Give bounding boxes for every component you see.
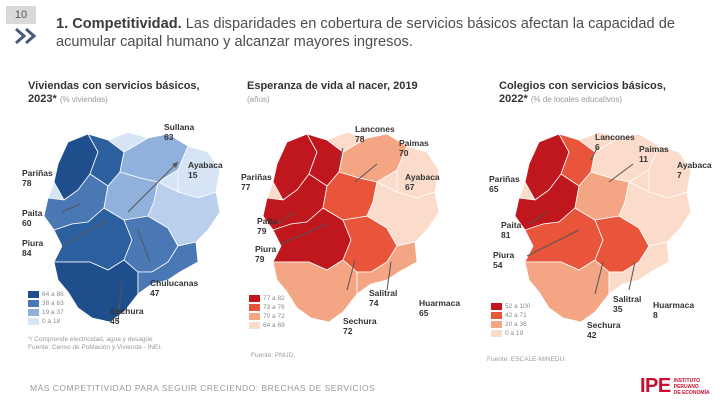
panel-title-line2: (años) <box>247 93 477 106</box>
legend-item: 42 a 71 <box>491 311 530 320</box>
panel-subtitle: (% de locales educativos) <box>530 95 622 104</box>
legend-item: 0 a 18 <box>28 317 64 326</box>
legend-item: 77 a 82 <box>249 294 285 303</box>
leader-line <box>61 203 81 213</box>
page-number: 10 <box>6 6 36 24</box>
legend-item: 20 a 36 <box>491 320 530 329</box>
leader-line <box>528 211 548 225</box>
panel-year: 2022* <box>499 93 528 105</box>
label-piura: Piura 79 <box>255 244 277 264</box>
label-chulucanas: Chulucanas 47 <box>150 278 199 298</box>
label-sechura: Sechura 42 <box>587 320 621 340</box>
leader-line <box>338 147 344 163</box>
panel-esperanza: Esperanza de vida al nacer, 2019 (años) … <box>241 80 477 370</box>
label-paita: Paita 79 <box>257 216 278 236</box>
label-salitral: Salitral 35 <box>613 294 642 314</box>
legend-item: 0 a 19 <box>491 329 530 338</box>
legend: 64 a 86 38 a 63 19 a 37 0 a 18 <box>28 290 64 326</box>
map-zone-sechura <box>272 259 358 323</box>
title-rest: Las disparidades en cobertura de servici… <box>56 16 675 50</box>
label-huarmaca: Huarmaca 8 <box>653 300 695 320</box>
label-paita: Paita 81 <box>501 220 522 240</box>
panel-source: Fuente: ESCALE-MINEDU. <box>487 356 567 363</box>
leader-line <box>608 163 634 183</box>
map-zone-south-east <box>147 181 221 247</box>
leader-line <box>590 147 598 161</box>
panel-title: Colegios con servicios básicos, <box>499 80 666 92</box>
legend-item: 64 a 69 <box>249 321 285 330</box>
legend-item: 52 a 100 <box>491 302 530 311</box>
chevron-right-icon <box>15 27 37 45</box>
map-zone-sechura <box>53 259 139 323</box>
ipe-logo: IPE INSTITUTO PERUANO DE ECONOMÍA <box>640 375 710 398</box>
logo-mark: IPE <box>640 375 671 397</box>
leader-line <box>526 229 580 257</box>
leader-line <box>137 229 151 263</box>
title-bold: 1. Competitividad. <box>56 16 182 32</box>
leader-line <box>594 261 604 295</box>
leader-line <box>346 259 356 291</box>
label-sechura: Sechura 72 <box>343 316 377 336</box>
leader-line <box>280 223 328 245</box>
label-sullana: Sullana 63 <box>164 122 195 142</box>
label-piura: Piura 84 <box>22 238 44 258</box>
arrowhead-icon <box>172 162 178 168</box>
label-paimas: Paimas 70 <box>399 138 429 158</box>
label-piura: Piura 54 <box>493 250 515 270</box>
legend-item: 70 a 72 <box>249 312 285 321</box>
label-ayabaca: Ayabaca 7 <box>677 160 712 180</box>
legend-item: 38 a 63 <box>28 299 64 308</box>
map-zone-huarmaca <box>137 241 199 295</box>
panel-source: Fuente: PNUD. <box>251 352 296 359</box>
leader-line <box>61 219 109 247</box>
map-zone-south-east <box>618 181 692 247</box>
panel-year: 2023* <box>28 93 57 105</box>
map-colegios <box>514 131 692 323</box>
leader-line <box>386 261 392 291</box>
panel-title: Esperanza de vida al nacer, 2019 <box>247 80 418 92</box>
panel-title: Viviendas con servicios básicos, <box>28 80 200 92</box>
legend: 77 a 82 73 a 76 70 a 72 64 a 69 <box>249 294 285 330</box>
label-paimas: Paimas 11 <box>639 144 669 164</box>
label-paita: Paita 60 <box>22 208 43 228</box>
leader-line <box>127 161 179 213</box>
leader-line <box>628 261 636 291</box>
logo-text: INSTITUTO PERUANO DE ECONOMÍA <box>673 377 710 396</box>
panel-viviendas: Viviendas con servicios básicos, 2023* (… <box>22 80 258 370</box>
legend-item: 19 a 37 <box>28 308 64 317</box>
label-lancones: Lancones 6 <box>595 132 635 152</box>
panel-note: */ Comprende electricidad, agua y desagü… <box>28 336 162 351</box>
label-parinas: Pariñas 78 <box>22 168 53 188</box>
label-sechura: Sechura 45 <box>110 306 144 326</box>
label-ayabaca: Ayabaca 67 <box>405 172 440 192</box>
leader-line <box>354 163 378 183</box>
label-parinas: Pariñas 77 <box>241 172 272 192</box>
panel-subtitle: (años) <box>247 95 270 104</box>
panel-title-line2: 2022* (% de locales educativos) <box>499 93 720 106</box>
label-salitral: Salitral 74 <box>369 288 398 308</box>
legend: 52 a 100 42 a 71 20 a 36 0 a 19 <box>491 302 530 338</box>
label-ayabaca: Ayabaca 15 <box>188 160 223 180</box>
map-esperanza <box>262 131 440 323</box>
map-zone-huarmaca <box>608 241 670 295</box>
legend-item: 73 a 76 <box>249 303 285 312</box>
panel-title-line2: 2023* (% viviendas) <box>28 93 258 106</box>
leader-line <box>276 211 296 225</box>
label-huarmaca: Huarmaca 65 <box>419 298 461 318</box>
map-zone-huarmaca <box>356 241 418 295</box>
panel-subtitle: (% viviendas) <box>59 95 108 104</box>
label-lancones: Lancones 78 <box>355 124 395 144</box>
footer-text: MÁS COMPETITIVIDAD PARA SEGUIR CRECIENDO… <box>30 383 376 393</box>
map-viviendas <box>43 131 221 323</box>
legend-item: 64 a 86 <box>28 290 64 299</box>
map-zone-south-east <box>366 181 440 247</box>
map-zone-sechura <box>524 259 610 323</box>
label-parinas: Pariñas 65 <box>489 174 520 194</box>
leader-line <box>117 281 123 323</box>
slide-title: 1. Competitividad. Las disparidades en c… <box>56 15 716 51</box>
panel-colegios: Colegios con servicios básicos, 2022* (%… <box>487 80 720 370</box>
